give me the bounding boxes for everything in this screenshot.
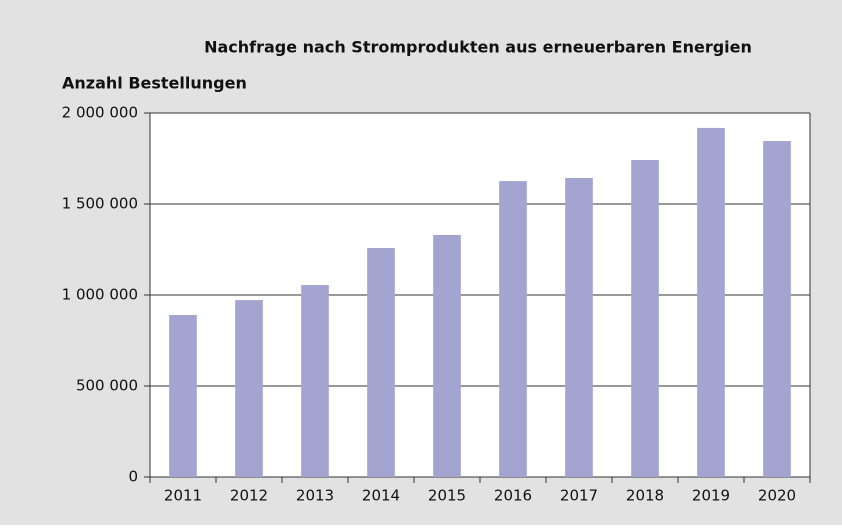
x-tick-label: 2018 — [626, 487, 664, 505]
bar — [697, 127, 725, 477]
bar — [301, 284, 329, 477]
bar — [565, 177, 593, 477]
bar — [433, 234, 461, 477]
bar — [367, 248, 395, 477]
y-tick-label: 1 500 000 — [62, 195, 138, 213]
x-tick-label: 2017 — [560, 487, 598, 505]
y-tick-label: 1 000 000 — [62, 286, 138, 304]
y-tick-label: 0 — [128, 468, 138, 486]
x-tick-label: 2014 — [362, 487, 400, 505]
x-tick-label: 2020 — [758, 487, 796, 505]
bar — [763, 141, 791, 477]
x-tick-label: 2013 — [296, 487, 334, 505]
bar — [499, 181, 527, 477]
y-tick-label: 2 000 000 — [62, 104, 138, 122]
chart-title: Nachfrage nach Stromprodukten aus erneue… — [204, 38, 752, 57]
y-axis-label: Anzahl Bestellungen — [62, 74, 247, 93]
bar — [235, 300, 263, 477]
x-tick-label: 2019 — [692, 487, 730, 505]
bar — [169, 315, 197, 477]
y-tick-label: 500 000 — [76, 377, 138, 395]
x-tick-label: 2011 — [164, 487, 202, 505]
x-tick-label: 2015 — [428, 487, 466, 505]
x-tick-label: 2016 — [494, 487, 532, 505]
bar — [631, 159, 659, 477]
x-tick-label: 2012 — [230, 487, 268, 505]
